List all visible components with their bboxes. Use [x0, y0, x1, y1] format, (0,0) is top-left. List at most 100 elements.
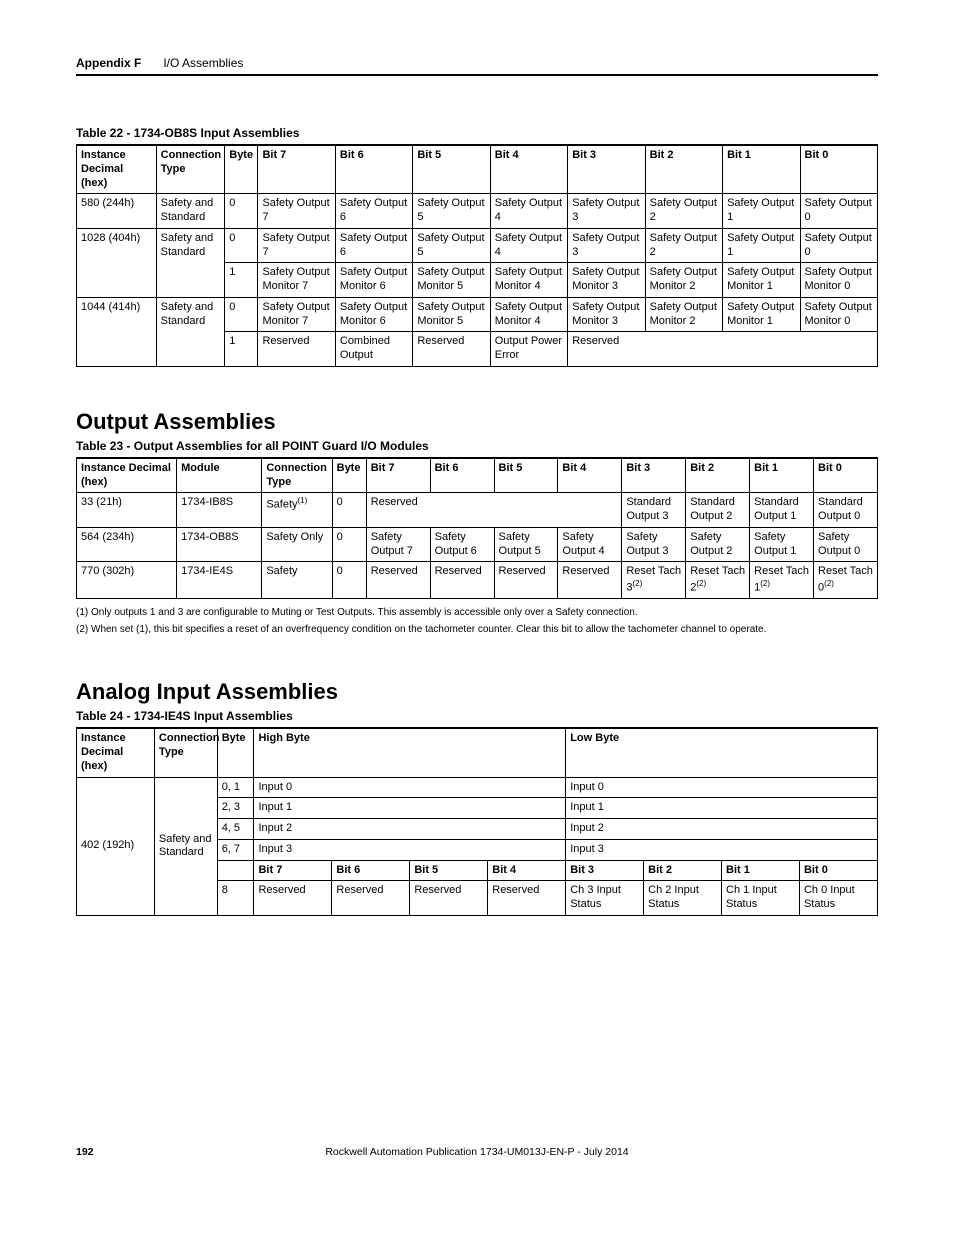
cell: Reserved	[568, 332, 878, 367]
th: Byte	[217, 728, 254, 777]
cell: Safety Output 7	[366, 527, 430, 562]
table23-header-row: Instance Decimal (hex) Module Connection…	[77, 458, 878, 493]
cell: 580 (244h)	[77, 194, 157, 229]
th: Bit 7	[258, 145, 335, 194]
cell: Reserved	[366, 493, 622, 528]
table24-caption: Table 24 - 1734-IE4S Input Assemblies	[76, 709, 878, 723]
cell: Reset Tach 0(2)	[814, 562, 878, 599]
th: Bit 7	[254, 860, 332, 881]
th: High Byte	[254, 728, 566, 777]
table24-header-row: Instance Decimal (hex) Connection Type B…	[77, 728, 878, 777]
cell: Safety Output 6	[335, 228, 412, 263]
cell: Safety Output Monitor 6	[335, 297, 412, 332]
cell: Safety Output Monitor 1	[723, 263, 800, 298]
th: Connection Type	[262, 458, 332, 493]
cell: Safety Output Monitor 1	[723, 297, 800, 332]
cell: Reserved	[488, 881, 566, 916]
cell: 0	[225, 228, 258, 263]
cell: Safety Output 1	[750, 527, 814, 562]
table22-header-row: Instance Decimal (hex) Connection Type B…	[77, 145, 878, 194]
th: Bit 0	[799, 860, 877, 881]
cell: Safety Output Monitor 2	[645, 297, 722, 332]
cell: 1044 (414h)	[77, 297, 157, 366]
cell: Reserved	[258, 332, 335, 367]
page-number: 192	[76, 1146, 94, 1158]
th: Bit 5	[494, 458, 558, 493]
table22-caption: Table 22 - 1734-OB8S Input Assemblies	[76, 126, 878, 140]
cell: Safety Output Monitor 2	[645, 263, 722, 298]
cell: Safety and Standard	[156, 297, 225, 366]
cell: 1028 (404h)	[77, 228, 157, 297]
cell: Safety Output Monitor 4	[490, 263, 567, 298]
cell: Standard Output 0	[814, 493, 878, 528]
th: Connection Type	[156, 145, 225, 194]
table-row: 402 (192h) Safety and Standard 0, 1 Inpu…	[77, 777, 878, 798]
th: Bit 7	[366, 458, 430, 493]
analog-input-assemblies-heading: Analog Input Assemblies	[76, 679, 878, 705]
th: Bit 1	[750, 458, 814, 493]
cell: Safety Output 5	[413, 194, 490, 229]
th: Bit 4	[490, 145, 567, 194]
cell: Reserved	[366, 562, 430, 599]
cell: Input 1	[254, 798, 566, 819]
th: Module	[177, 458, 262, 493]
cell: Safety and Standard	[154, 777, 217, 915]
th: Bit 6	[430, 458, 494, 493]
cell: Input 0	[254, 777, 566, 798]
cell: Safety Output 2	[645, 228, 722, 263]
cell: Safety Only	[262, 527, 332, 562]
cell: Standard Output 1	[750, 493, 814, 528]
output-assemblies-heading: Output Assemblies	[76, 409, 878, 435]
th: Bit 2	[645, 145, 722, 194]
th: Bit 6	[332, 860, 410, 881]
cell: Safety Output 0	[800, 228, 878, 263]
cell: 0	[225, 194, 258, 229]
cell: Safety Output Monitor 0	[800, 297, 878, 332]
footnote: (1) Only outputs 1 and 3 are configurabl…	[76, 605, 878, 620]
th: Connection Type	[154, 728, 217, 777]
cell: 33 (21h)	[77, 493, 177, 528]
table23-caption: Table 23 - Output Assemblies for all POI…	[76, 439, 878, 453]
cell: 0	[332, 562, 366, 599]
cell: Safety Output 0	[814, 527, 878, 562]
table-row: 33 (21h) 1734-IB8S Safety(1) 0 Reserved …	[77, 493, 878, 528]
cell: 1734-IB8S	[177, 493, 262, 528]
cell: Safety Output 1	[723, 194, 800, 229]
cell: Safety Output Monitor 7	[258, 297, 335, 332]
th: Bit 2	[686, 458, 750, 493]
page-header: Appendix F I/O Assemblies	[76, 56, 878, 76]
table22: Instance Decimal (hex) Connection Type B…	[76, 144, 878, 367]
th: Byte	[332, 458, 366, 493]
header-subtitle: I/O Assemblies	[163, 56, 243, 70]
cell: Safety Output 3	[568, 194, 645, 229]
footnote: (2) When set (1), this bit specifies a r…	[76, 622, 878, 637]
table-row: 564 (234h) 1734-OB8S Safety Only 0 Safet…	[77, 527, 878, 562]
table-row: 770 (302h) 1734-IE4S Safety 0 Reserved R…	[77, 562, 878, 599]
th: Bit 4	[488, 860, 566, 881]
cell: Safety Output Monitor 3	[568, 263, 645, 298]
cell: Reserved	[413, 332, 490, 367]
cell: 564 (234h)	[77, 527, 177, 562]
cell: Output Power Error	[490, 332, 567, 367]
th: Bit 0	[814, 458, 878, 493]
th: Instance Decimal (hex)	[77, 458, 177, 493]
cell: Reset Tach 3(2)	[622, 562, 686, 599]
page-footer: 192 Rockwell Automation Publication 1734…	[76, 1146, 878, 1158]
th: Low Byte	[566, 728, 878, 777]
cell: Safety Output Monitor 5	[413, 297, 490, 332]
th: Byte	[225, 145, 258, 194]
cell: 4, 5	[217, 819, 254, 840]
cell: Safety Output 1	[723, 228, 800, 263]
th: Bit 3	[568, 145, 645, 194]
cell: Input 3	[254, 839, 566, 860]
cell: Safety Output Monitor 0	[800, 263, 878, 298]
cell: Reserved	[254, 881, 332, 916]
cell: Safety Output 5	[494, 527, 558, 562]
table-row: 1044 (414h) Safety and Standard 0 Safety…	[77, 297, 878, 332]
cell: 6, 7	[217, 839, 254, 860]
cell: Input 2	[254, 819, 566, 840]
cell: 0	[332, 527, 366, 562]
cell: Ch 2 Input Status	[644, 881, 722, 916]
cell: Safety Output 6	[335, 194, 412, 229]
cell: Safety Output 4	[490, 194, 567, 229]
